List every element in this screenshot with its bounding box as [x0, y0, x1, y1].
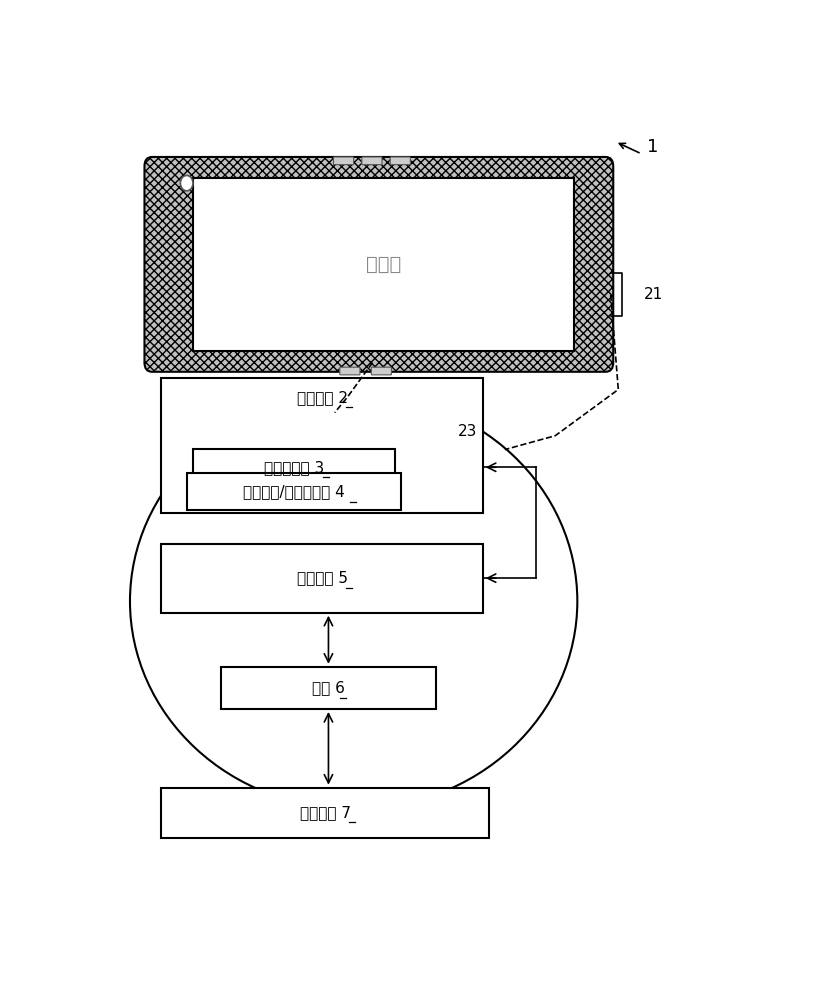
- Text: 1: 1: [647, 138, 659, 156]
- Text: 23: 23: [458, 424, 477, 439]
- FancyBboxPatch shape: [390, 157, 411, 165]
- FancyBboxPatch shape: [162, 378, 483, 513]
- Text: 显示屏: 显示屏: [367, 255, 402, 274]
- Text: 应用平台 7: 应用平台 7: [300, 805, 350, 820]
- FancyBboxPatch shape: [193, 449, 394, 486]
- FancyBboxPatch shape: [221, 667, 436, 709]
- FancyBboxPatch shape: [145, 157, 613, 372]
- FancyBboxPatch shape: [333, 157, 354, 165]
- FancyBboxPatch shape: [362, 157, 382, 165]
- Ellipse shape: [130, 393, 577, 809]
- FancyBboxPatch shape: [340, 367, 360, 375]
- FancyBboxPatch shape: [193, 178, 574, 351]
- Text: 指纹传感器 3: 指纹传感器 3: [263, 460, 324, 475]
- Text: 界面 6: 界面 6: [312, 680, 345, 695]
- FancyBboxPatch shape: [372, 367, 392, 375]
- Text: 处理电路 5: 处理电路 5: [297, 571, 348, 586]
- FancyBboxPatch shape: [162, 788, 489, 838]
- Circle shape: [180, 175, 193, 191]
- FancyBboxPatch shape: [187, 473, 401, 510]
- Text: 指纹活体/非活体检测 4: 指纹活体/非活体检测 4: [243, 484, 345, 499]
- Text: 传感单元 2: 传感单元 2: [297, 390, 348, 405]
- Text: 21: 21: [644, 287, 663, 302]
- FancyBboxPatch shape: [162, 544, 483, 613]
